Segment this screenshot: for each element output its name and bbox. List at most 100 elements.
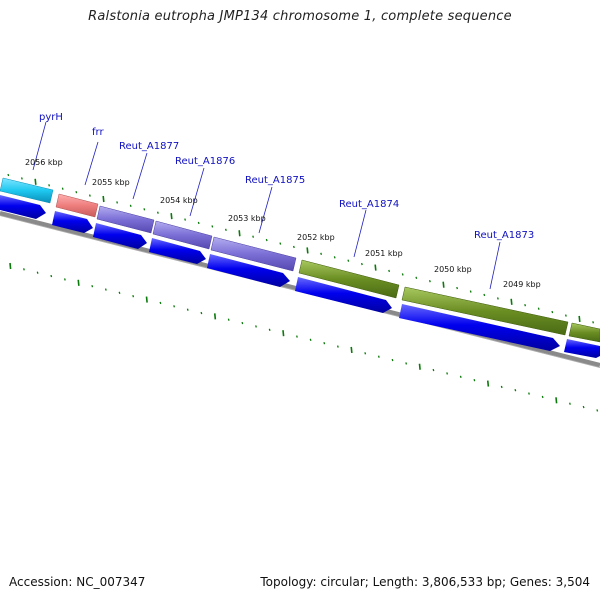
major-tick: [170, 213, 173, 220]
gene-label-frr: frr: [92, 127, 104, 138]
minor-tick: [279, 242, 282, 245]
gene-block-reut-a1876[interactable]: [152, 220, 213, 250]
label-lines: [32, 121, 501, 290]
cds-arrow[interactable]: [207, 254, 290, 287]
gene-block-reut-a1873[interactable]: [401, 286, 569, 336]
minor-tick: [592, 321, 595, 324]
scale-label: 2054 kbp: [160, 196, 198, 205]
minor-tick: [541, 395, 544, 399]
major-tick: [9, 262, 12, 270]
minor-tick: [309, 338, 312, 342]
minor-tick: [336, 345, 339, 348]
scale-labels: 2056 kbp 2055 kbp 2054 kbp 2053 kbp 2052…: [25, 158, 541, 289]
cds-arrow[interactable]: [93, 223, 147, 249]
gene-label-reut-a1876: Reut_A1876: [175, 156, 235, 167]
minor-tick: [432, 368, 435, 372]
major-tick: [34, 178, 37, 185]
minor-tick: [446, 372, 449, 375]
scale-label: 2049 kbp: [503, 280, 541, 289]
cds-arrow[interactable]: [399, 304, 560, 351]
minor-tick: [186, 308, 189, 311]
minor-tick: [132, 295, 135, 298]
accession-text: Accession: NC_007347: [9, 575, 146, 589]
minor-tick: [347, 259, 350, 262]
major-tick: [418, 363, 421, 370]
minor-tick: [320, 252, 323, 256]
major-tick: [555, 397, 558, 404]
minor-tick: [156, 211, 159, 214]
minor-tick: [537, 307, 540, 310]
minor-tick: [377, 355, 380, 358]
major-tick: [145, 296, 148, 303]
gene-block-reut-a1875[interactable]: [210, 236, 297, 272]
minor-tick: [456, 286, 459, 290]
major-tick: [442, 281, 445, 288]
minor-tick: [241, 321, 244, 325]
minor-tick: [500, 385, 503, 389]
minor-tick: [473, 378, 476, 382]
major-tick: [306, 247, 309, 254]
scale-label: 2050 kbp: [434, 265, 472, 274]
minor-tick: [265, 238, 268, 242]
gene-block-frr[interactable]: [55, 193, 99, 218]
minor-tick: [459, 375, 462, 378]
minor-tick: [118, 291, 121, 295]
major-tick: [102, 195, 105, 203]
minor-tick: [564, 314, 567, 317]
gene-label-pyrH: pyrH: [39, 112, 63, 123]
major-tick: [486, 380, 490, 387]
cds-arrow[interactable]: [295, 277, 392, 313]
minor-tick: [197, 221, 200, 225]
minor-tick: [496, 297, 499, 300]
minor-tick: [292, 245, 295, 249]
minor-tick: [116, 201, 119, 204]
map-title: Ralstonia eutropha JMP134 chromosome 1, …: [88, 9, 512, 24]
minor-tick: [323, 342, 326, 345]
gene-block-reut-a1874[interactable]: [298, 259, 400, 299]
major-tick: [213, 313, 217, 320]
minor-tick: [36, 271, 39, 274]
gene-blocks: [0, 177, 600, 343]
minor-tick: [524, 304, 527, 307]
scale-label: 2056 kbp: [25, 158, 63, 167]
scale-label: 2051 kbp: [365, 249, 403, 258]
gene-block-reut-a1877[interactable]: [96, 205, 155, 234]
minor-tick: [596, 409, 599, 412]
minor-tick: [428, 280, 431, 283]
cds-arrow[interactable]: [564, 339, 600, 358]
minor-tick: [129, 204, 132, 208]
minor-tick: [200, 311, 203, 315]
minor-tick: [391, 358, 394, 362]
minor-tick: [582, 405, 585, 409]
minor-tick: [255, 325, 257, 328]
minor-tick: [551, 310, 554, 314]
minor-tick: [227, 318, 230, 321]
cds-arrow[interactable]: [149, 238, 206, 264]
minor-tick: [360, 262, 363, 266]
gene-labels: pyrH frr Reut_A1877 Reut_A1876 Reut_A187…: [39, 112, 534, 241]
minor-tick: [252, 235, 255, 238]
minor-tick: [23, 268, 25, 271]
minor-tick: [405, 362, 408, 365]
gene-block-next[interactable]: [568, 322, 600, 343]
minor-tick: [159, 301, 162, 305]
scale-label: 2052 kbp: [297, 233, 335, 242]
minor-tick: [88, 194, 91, 197]
minor-tick: [104, 288, 107, 291]
gene-block-pyrH[interactable]: [0, 177, 54, 204]
minor-tick: [364, 352, 367, 355]
minor-tick: [143, 208, 146, 211]
minor-tick: [63, 278, 66, 281]
minor-tick: [401, 273, 404, 276]
gene-label-reut-a1877: Reut_A1877: [119, 141, 179, 152]
minor-tick: [296, 335, 298, 338]
cds-arrow[interactable]: [0, 195, 46, 219]
minor-tick: [224, 228, 227, 232]
scale-label: 2055 kbp: [92, 178, 130, 187]
tick-marks-upper: [7, 173, 595, 324]
major-tick: [350, 346, 353, 354]
cds-arrow[interactable]: [52, 211, 93, 233]
gene-label-reut-a1875: Reut_A1875: [245, 175, 305, 186]
minor-tick: [514, 389, 517, 392]
